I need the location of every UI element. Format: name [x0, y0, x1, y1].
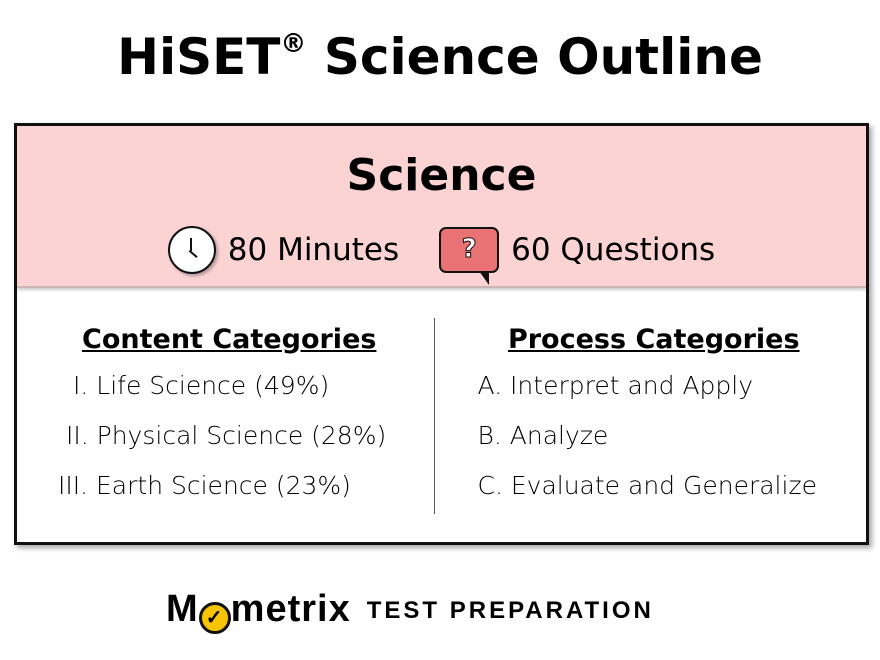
brand-tagline: TEST PREPARATION — [366, 597, 654, 624]
outline-card: Science 80 Minutes ? 60 Questions Conten… — [14, 123, 869, 545]
questions-label: 60 Questions — [511, 232, 716, 268]
process-heading: Process Categories — [507, 324, 800, 355]
list-item: A. Interpret and Apply — [477, 371, 754, 400]
list-item: B. Analyze — [477, 421, 609, 450]
list-item: I. Life Science (49%) — [73, 371, 330, 400]
time-label: 80 Minutes — [227, 232, 400, 268]
list-item: C. Evaluate and Generalize — [477, 471, 817, 500]
card-header: Science 80 Minutes ? 60 Questions — [17, 126, 866, 288]
process-categories: Process Categories A. Interpret and Appl… — [442, 288, 867, 542]
page-title: HiSET® Science Outline — [117, 28, 763, 86]
question-bubble-icon: ? — [439, 227, 500, 285]
content-categories: Content Categories I. Life Science (49%)… — [17, 288, 442, 542]
subject-title: Science — [346, 150, 537, 201]
column-divider — [434, 318, 435, 514]
checkmark-icon: ✓ — [198, 602, 231, 634]
brand-name: M ✓ metrix — [166, 588, 351, 634]
clock-icon — [167, 226, 216, 274]
list-item: II. Physical Science (28%) — [66, 421, 387, 450]
list-item: III. Earth Science (23%) — [58, 471, 351, 500]
mometrix-logo: M ✓ metrix TEST PREPARATION — [166, 588, 654, 634]
content-heading: Content Categories — [82, 324, 377, 355]
